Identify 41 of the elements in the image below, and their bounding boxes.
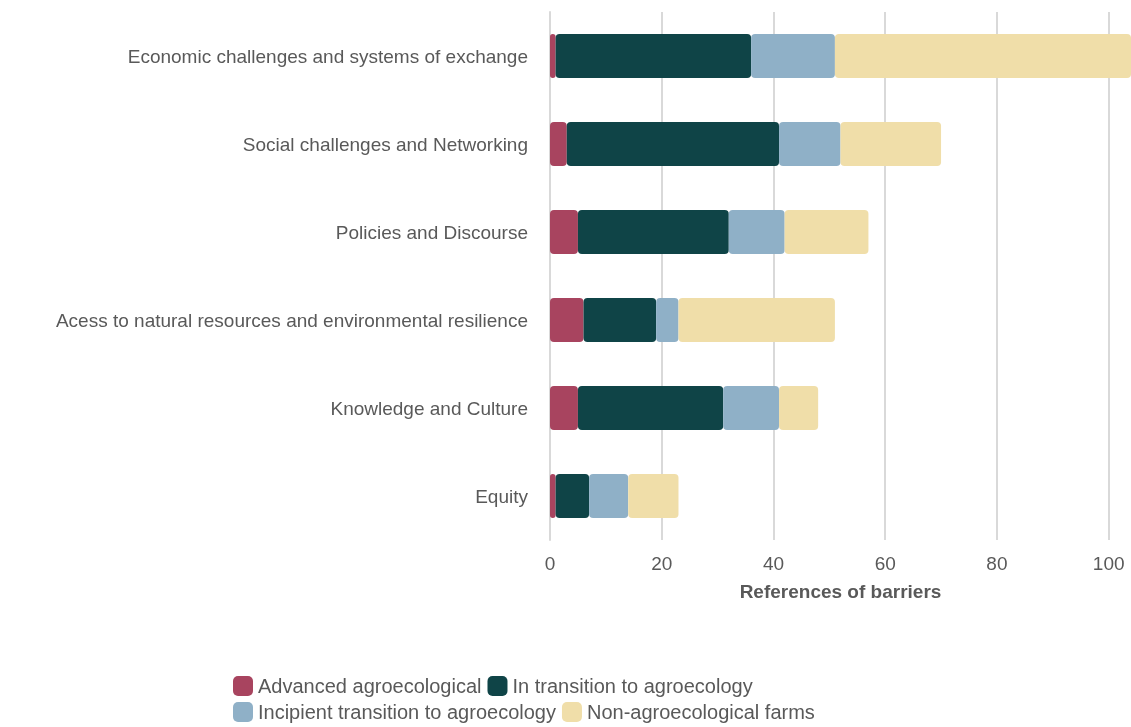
bar <box>678 298 835 342</box>
y-tick-label: Social challenges and Networking <box>242 133 528 155</box>
x-axis-title: References of barriers <box>739 581 942 602</box>
bar <box>589 474 629 518</box>
y-tick-label: Acess to natural resources and environmental resilience <box>55 309 528 331</box>
bar <box>550 34 556 78</box>
bar <box>555 34 752 78</box>
legend-label: Non-agroecological farms <box>586 701 815 723</box>
bar <box>583 298 657 342</box>
y-tick-label: Equity <box>475 485 529 507</box>
bar <box>550 210 578 254</box>
bar <box>550 386 578 430</box>
y-tick-label: Knowledge and Culture <box>330 397 528 419</box>
bar <box>577 386 724 430</box>
bar <box>834 34 1131 78</box>
bar <box>577 210 729 254</box>
x-tick-label: 40 <box>762 553 785 574</box>
x-tick-label: 0 <box>544 553 556 574</box>
bar <box>779 122 841 166</box>
bar <box>550 122 567 166</box>
bar <box>656 298 679 342</box>
bar <box>840 122 942 166</box>
bar <box>550 298 584 342</box>
bar <box>751 34 835 78</box>
legend-label: In transition to agroecology <box>512 675 753 697</box>
legend-label: Incipient transition to agroecology <box>258 701 556 723</box>
bar <box>728 210 785 254</box>
x-tick-label: 20 <box>651 553 673 574</box>
bar <box>723 386 780 430</box>
y-tick-label: Policies and Discourse <box>335 221 528 243</box>
y-tick-label: Economic challenges and systems of exchange <box>127 45 528 67</box>
bar <box>566 122 780 166</box>
bar <box>555 474 590 518</box>
bar <box>550 474 556 518</box>
bar <box>784 210 869 254</box>
bar <box>779 386 819 430</box>
x-tick-label: 80 <box>986 553 1008 574</box>
legend-label: Advanced agroecological <box>258 675 482 697</box>
bar <box>628 474 679 518</box>
x-tick-label: 100 <box>1092 553 1125 574</box>
x-tick-label: 60 <box>874 553 896 574</box>
